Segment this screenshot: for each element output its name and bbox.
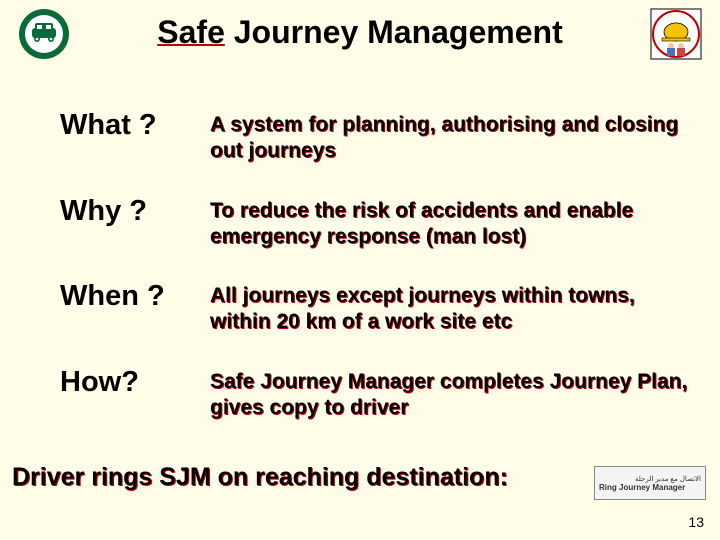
answer-when: All journeys except journeys within town… (210, 280, 700, 336)
title-row: Safe Journey Management (0, 0, 720, 51)
car-safety-icon (18, 8, 70, 60)
question-why: Why ? (60, 195, 210, 251)
qa-row: What ? A system for planning, authorisin… (60, 109, 700, 165)
question-how: How? (60, 366, 210, 422)
logo-left (18, 8, 70, 60)
logo-right (650, 8, 702, 60)
qa-row: When ? All journeys except journeys with… (60, 280, 700, 336)
answer-what: A system for planning, authorising and c… (210, 109, 700, 165)
title-rest: Journey Management (225, 14, 563, 50)
title-underlined: Safe (157, 14, 225, 50)
question-what: What ? (60, 109, 210, 165)
footer-text: Driver rings SJM on reaching destination… (12, 463, 508, 492)
safety-teamwork-icon (650, 8, 702, 60)
qa-row: Why ? To reduce the risk of accidents an… (60, 195, 700, 251)
answer-why: To reduce the risk of accidents and enab… (210, 195, 700, 251)
qa-row: How? Safe Journey Manager completes Jour… (60, 366, 700, 422)
badge-english: Ring Journey Manager (599, 483, 701, 492)
answer-how: Safe Journey Manager completes Journey P… (210, 366, 700, 422)
page-number: 13 (688, 514, 704, 530)
content-area: What ? A system for planning, authorisin… (0, 51, 720, 421)
badge-arabic: الاتصال مع مدير الرحلة (599, 475, 701, 483)
journey-manager-badge: الاتصال مع مدير الرحلة Ring Journey Mana… (594, 466, 706, 500)
question-when: When ? (60, 280, 210, 336)
page-title: Safe Journey Management (157, 14, 562, 51)
